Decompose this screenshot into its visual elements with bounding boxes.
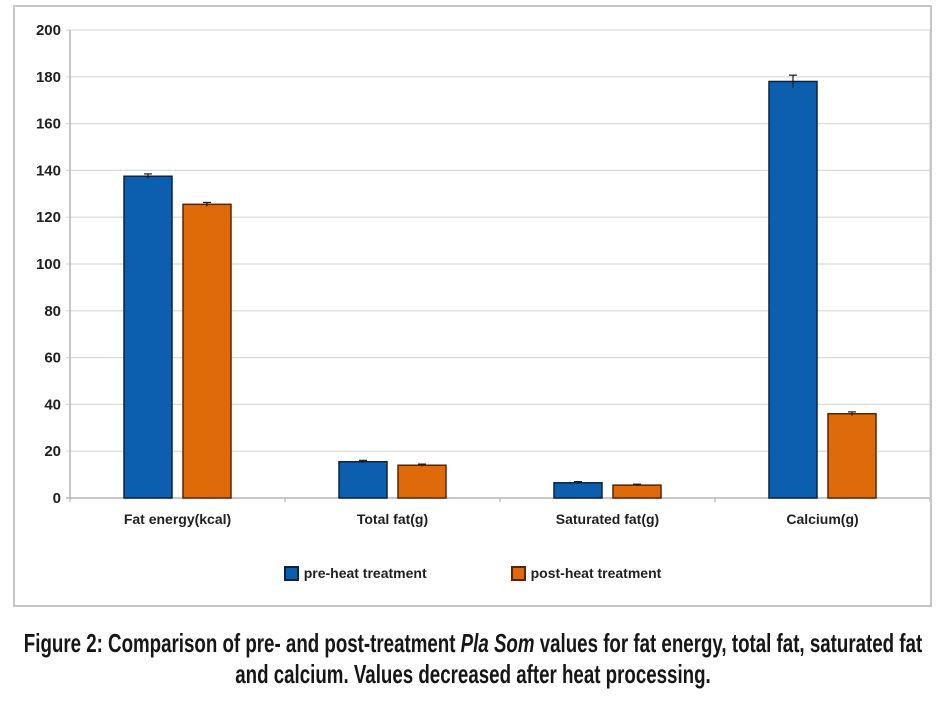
y-tick-label: 120 (36, 209, 61, 226)
legend-swatch-pre-heat-icon (283, 565, 299, 581)
bar-post-heat (182, 203, 232, 499)
y-tick-label: 200 (36, 22, 61, 39)
legend-swatch-post-heat-icon (510, 565, 526, 581)
legend-label-post-heat: post-heat treatment (530, 565, 662, 581)
bar-pre-heat (768, 80, 818, 499)
bar-pre-heat (123, 175, 173, 499)
bar-pre-heat (338, 460, 388, 499)
caption-suffix: values for fat energy, total fat, satura… (234, 628, 922, 689)
x-category-label: Fat energy(kcal) (124, 511, 231, 527)
chart-legend: pre-heat treatment post-heat treatment (15, 565, 930, 581)
y-tick-label: 80 (44, 303, 61, 320)
y-tick-label: 180 (36, 69, 61, 86)
caption-species-name: Pla Som (460, 628, 535, 658)
x-category-label: Saturated fat(g) (556, 511, 659, 527)
figure-caption-text: Figure 2: Comparison of pre- and post-tr… (4, 628, 940, 690)
y-tick-label: 160 (36, 116, 61, 133)
caption-prefix: Figure 2: Comparison of pre- and post-tr… (23, 628, 461, 658)
bar-post-heat (612, 484, 662, 499)
bar-pre-heat (553, 482, 603, 499)
legend-item-pre-heat: pre-heat treatment (283, 565, 427, 581)
bar-chart: 0 20 40 60 80 100 120 140 160 180 200 Fat energy(kc… (36, 22, 930, 527)
y-tick-label: 100 (36, 256, 61, 273)
x-category-label: Calcium(g) (786, 511, 858, 527)
x-category-label: Total fat(g) (357, 511, 428, 527)
legend-label-pre-heat: pre-heat treatment (303, 565, 427, 581)
y-tick-label: 40 (44, 396, 61, 413)
y-tick-label: 20 (44, 443, 61, 460)
bar-post-heat (397, 464, 447, 499)
y-tick-label: 140 (36, 162, 61, 179)
y-tick-label: 0 (53, 490, 61, 507)
figure-caption: Figure 2: Comparison of pre- and post-tr… (0, 622, 945, 701)
chart-frame: 0 20 40 60 80 100 120 140 160 180 200 Fat energy(kc… (13, 5, 932, 607)
y-tick-label: 60 (44, 350, 61, 367)
legend-item-post-heat: post-heat treatment (510, 565, 662, 581)
bar-post-heat (827, 413, 877, 499)
